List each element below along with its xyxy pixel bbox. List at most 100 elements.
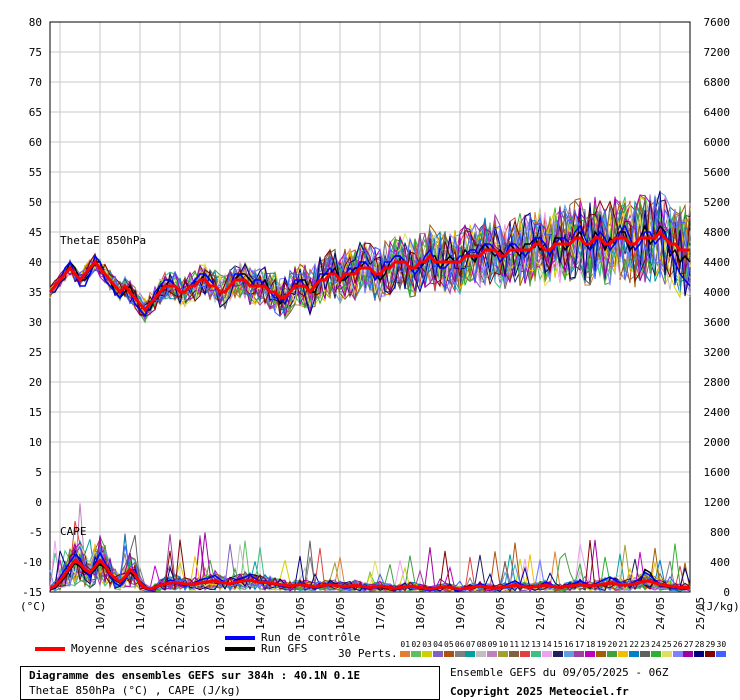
pert-number: 03 — [422, 640, 432, 649]
pert-swatch — [716, 651, 727, 657]
panel-label-thetae: ThetaE 850hPa — [60, 234, 146, 247]
pert-number: 23 — [640, 640, 650, 649]
left-axis-unit: (°C) — [20, 600, 47, 613]
x-tick-label: 22/05 — [574, 597, 587, 630]
pert-swatch — [454, 651, 465, 657]
right-tick-label: 4800 — [704, 226, 731, 239]
right-tick-label: 5200 — [704, 196, 731, 209]
pert-number: 16 — [563, 640, 574, 649]
pert-swatch — [552, 651, 563, 657]
pert-swatch — [476, 651, 487, 657]
x-axis-ticks: 10/05 11/05 12/05 13/05 14/05 15/05 16/05 17/05… — [94, 597, 707, 630]
pert-swatch — [432, 651, 443, 657]
mean-thetae-line — [48, 229, 690, 313]
right-tick-label: 3600 — [704, 316, 731, 329]
legend-control-swatch — [225, 636, 255, 640]
right-tick-label: 6400 — [704, 106, 731, 119]
pert-swatch — [563, 651, 574, 657]
x-tick-label: 10/05 — [94, 597, 107, 630]
legend-perts-label: 30 Perts. — [338, 647, 398, 660]
pert-number: 02 — [411, 640, 421, 649]
pert-swatch — [509, 651, 519, 657]
pert-swatch — [694, 651, 705, 657]
right-tick-label: 800 — [710, 526, 730, 539]
pert-number: 14 — [542, 640, 552, 649]
left-tick-label: 35 — [29, 286, 42, 299]
pert-swatch — [498, 651, 509, 657]
left-tick-label: 15 — [29, 406, 42, 419]
x-tick-label: 24/05 — [654, 597, 667, 630]
x-tick-label: 13/05 — [214, 597, 227, 630]
pert-number: 08 — [476, 640, 487, 649]
left-tick-label: 20 — [29, 376, 42, 389]
run-info: Ensemble GEFS du 09/05/2025 - 06Z — [450, 666, 669, 679]
right-tick-label: 4000 — [704, 286, 731, 299]
pert-swatch — [530, 651, 541, 657]
pert-number: 01 — [400, 640, 411, 649]
chart-grid — [49, 21, 691, 593]
left-tick-label: 5 — [35, 466, 42, 479]
x-tick-label: 21/05 — [534, 597, 547, 630]
pert-number: 09 — [487, 640, 498, 649]
info-box: Diagramme des ensembles GEFS sur 384h : … — [20, 666, 440, 700]
x-tick-label: 23/05 — [614, 597, 627, 630]
copyright: Copyright 2025 Meteociel.fr — [450, 685, 629, 698]
x-tick-label: 15/05 — [294, 597, 307, 630]
right-tick-label: 2800 — [704, 376, 731, 389]
left-tick-label: 60 — [29, 136, 42, 149]
right-tick-label: 400 — [710, 556, 730, 569]
x-tick-label: 19/05 — [454, 597, 467, 630]
pert-swatch — [443, 651, 454, 657]
pert-number: 21 — [618, 640, 629, 649]
legend-gfs: Run GFS — [225, 642, 307, 655]
legend-mean: Moyenne des scénarios — [35, 642, 210, 655]
pert-swatch — [650, 651, 661, 657]
right-tick-label: 1600 — [704, 466, 731, 479]
info-subtitle: ThetaE 850hPa (°C) , CAPE (J/kg) — [29, 684, 241, 697]
left-tick-label: -10 — [22, 556, 42, 569]
pert-number: 06 — [454, 640, 465, 649]
pert-swatch — [661, 651, 672, 657]
pert-number: 10 — [498, 640, 509, 649]
left-tick-label: 75 — [29, 46, 42, 59]
x-tick-label: 14/05 — [254, 597, 267, 630]
pert-thetae-line — [49, 190, 691, 317]
pert-swatch — [628, 651, 639, 657]
right-axis-ticks: 7600720068006400600056005200480044004000… — [704, 16, 731, 599]
left-tick-label: 70 — [29, 76, 42, 89]
x-tick-label: 12/05 — [174, 597, 187, 630]
info-title: Diagramme des ensembles GEFS sur 384h : … — [29, 669, 361, 682]
left-tick-label: 45 — [29, 226, 42, 239]
plot-border — [49, 21, 691, 593]
left-tick-label: -15 — [22, 586, 42, 599]
pert-swatch — [705, 651, 716, 657]
pert-number: 29 — [705, 640, 716, 649]
right-tick-label: 1200 — [704, 496, 731, 509]
pert-number: 12 — [520, 640, 530, 649]
pert-swatch — [519, 651, 530, 657]
right-tick-label: 6000 — [704, 136, 731, 149]
x-tick-label: 11/05 — [134, 597, 147, 630]
x-tick-label: 16/05 — [334, 597, 347, 630]
legend-gfs-swatch — [225, 647, 255, 651]
plot-area — [49, 21, 691, 593]
right-tick-label: 2000 — [704, 436, 731, 449]
pert-swatch — [585, 651, 596, 657]
left-tick-label: -5 — [29, 526, 42, 539]
pert-number: 13 — [531, 640, 541, 649]
pert-number: 22 — [629, 640, 639, 649]
x-tick-label: 17/05 — [374, 597, 387, 630]
main-lines — [48, 223, 691, 592]
pert-number: 05 — [444, 640, 454, 649]
x-tick-label: 20/05 — [494, 597, 507, 630]
pert-swatch — [672, 651, 683, 657]
left-tick-label: 25 — [29, 346, 42, 359]
legend-control: Run de contrôle — [225, 631, 360, 644]
pert-swatch — [541, 651, 552, 657]
legend-gfs-label: Run GFS — [261, 642, 308, 655]
pert-swatch — [421, 651, 432, 657]
left-tick-label: 80 — [29, 16, 42, 29]
pert-swatch — [487, 651, 498, 657]
